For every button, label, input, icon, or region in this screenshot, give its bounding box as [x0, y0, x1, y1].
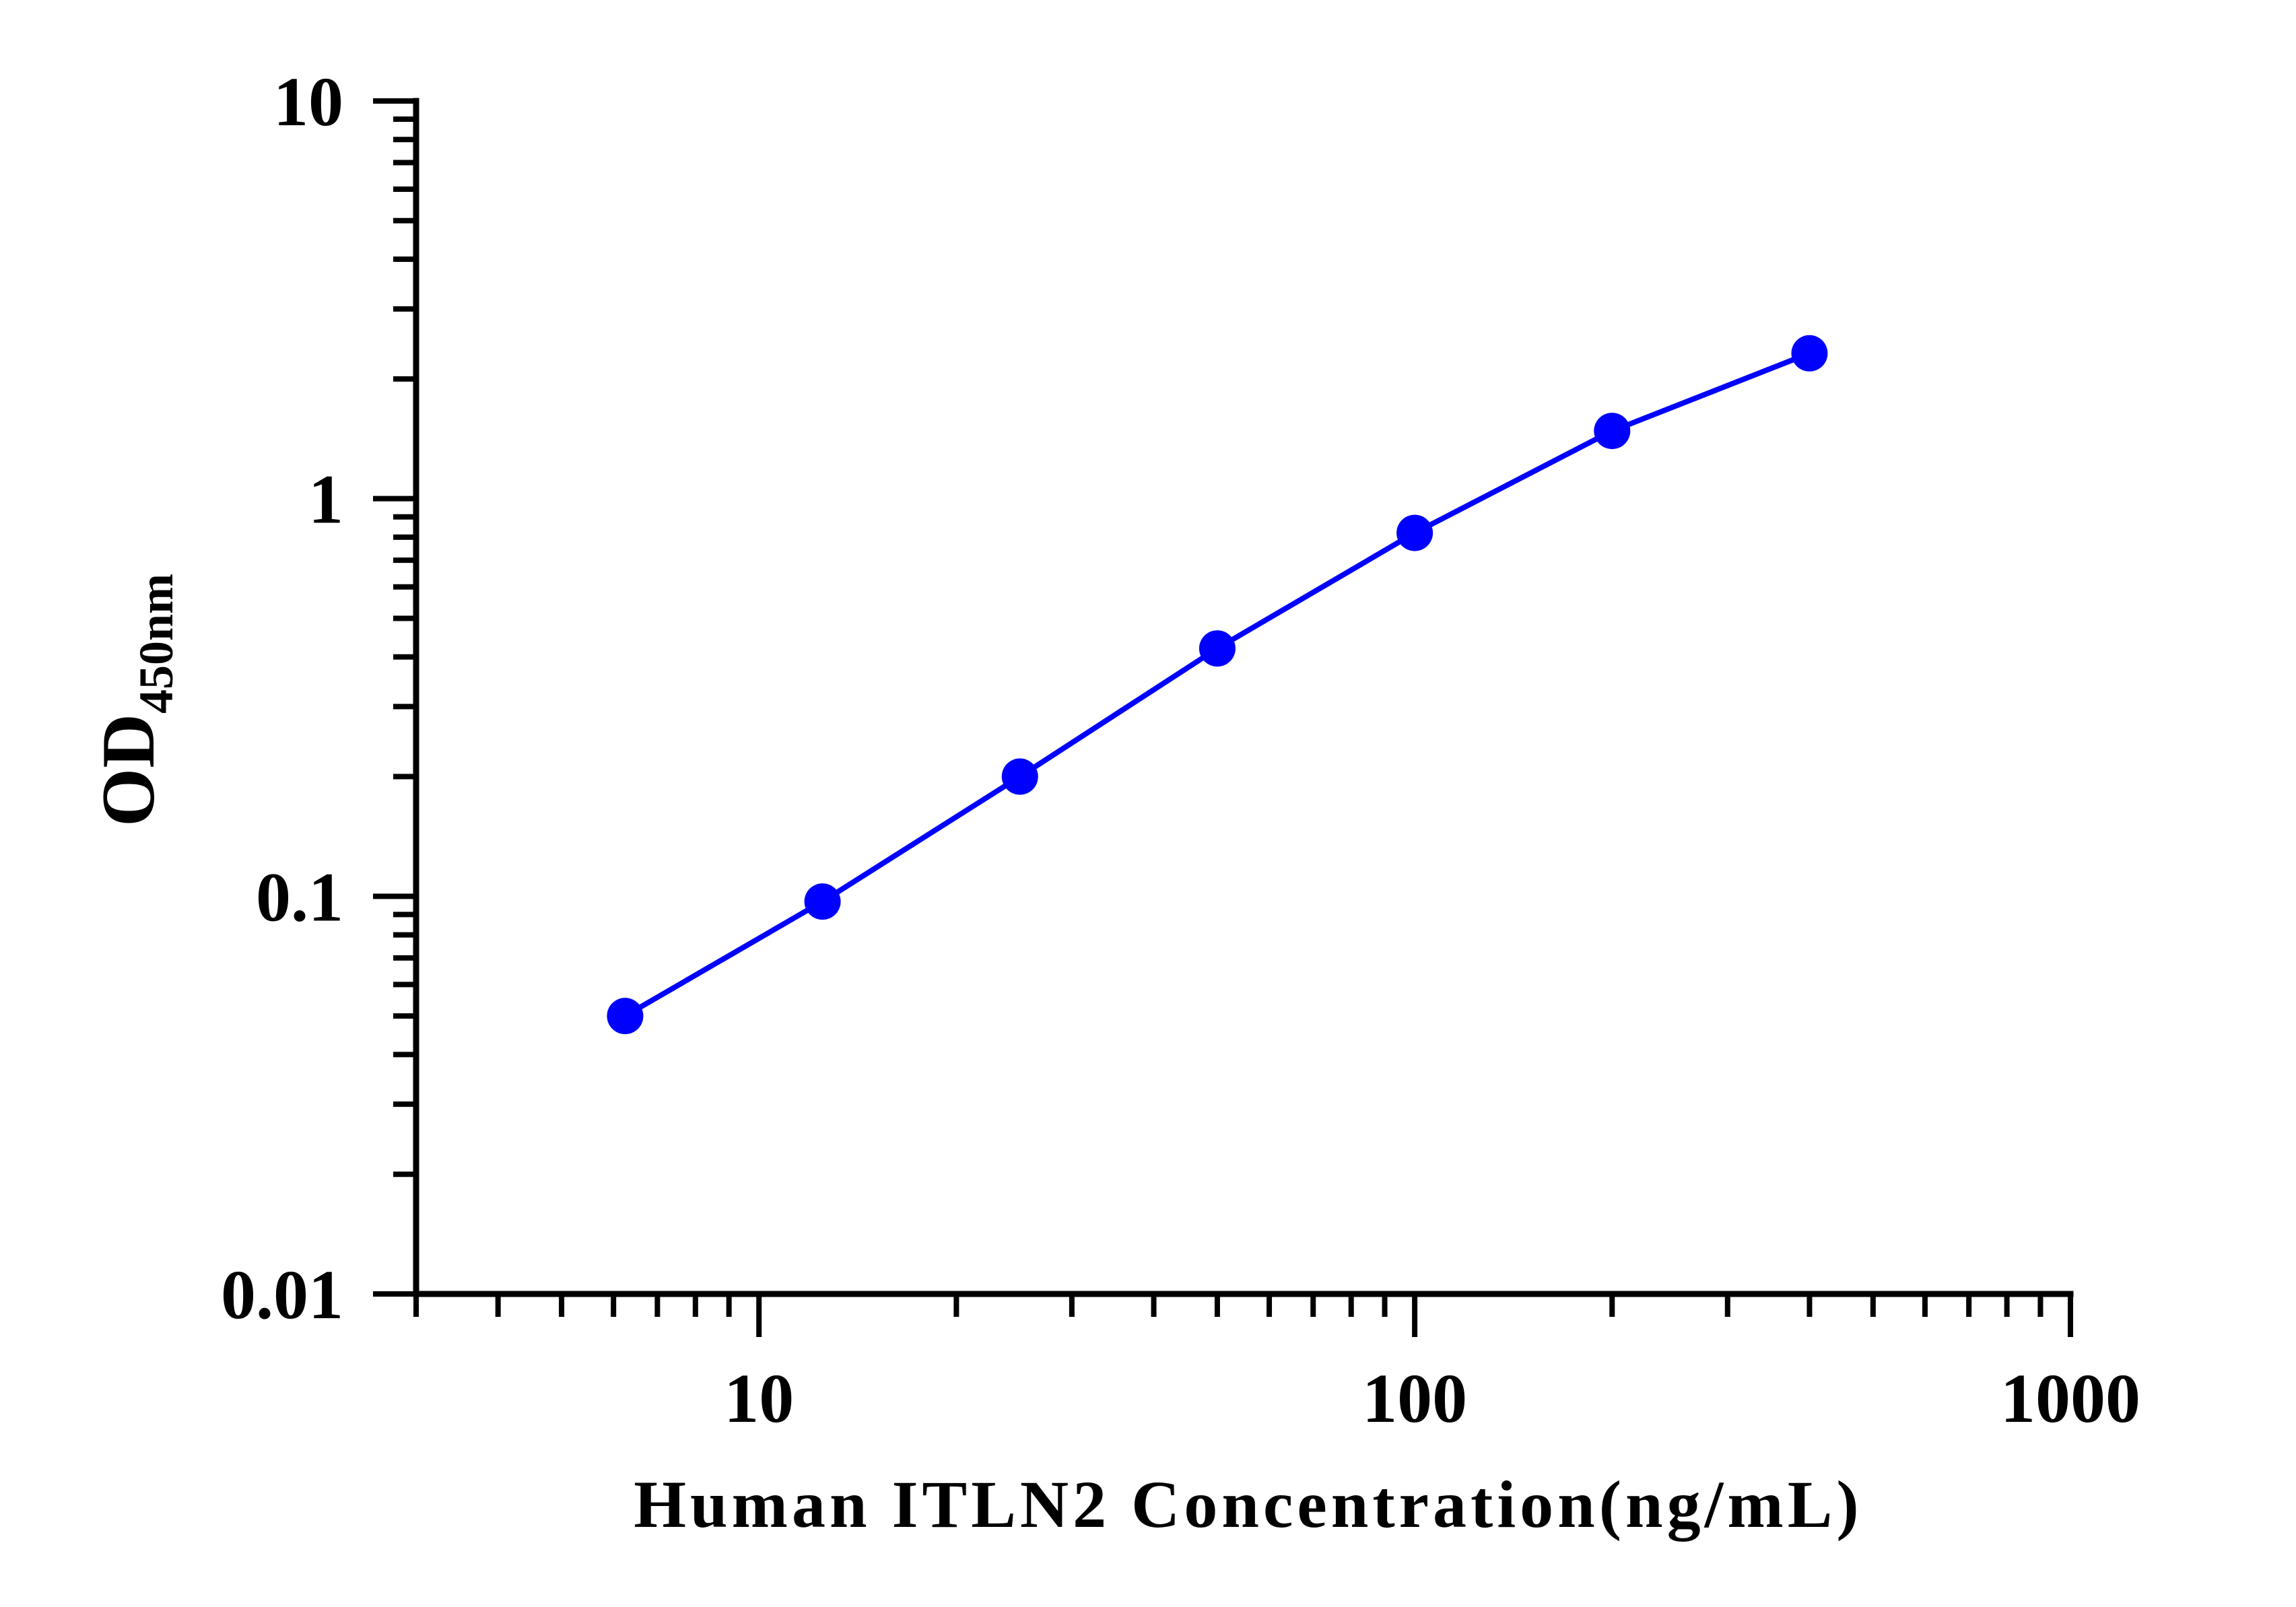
y-tick-label: 0.1: [256, 858, 343, 936]
x-axis-title: Human ITLN2 Concentration(ng/mL): [634, 1467, 1862, 1542]
data-point: [1791, 335, 1828, 372]
x-tick-label: 1000: [2000, 1360, 2140, 1437]
axes: 0.01 0.1 1 10 10 100 1000: [221, 63, 2140, 1437]
y-tick-label: 1: [308, 461, 343, 539]
y-axis-title-subscript: 450nm: [129, 574, 183, 714]
y-tick-label: 10: [273, 63, 343, 141]
data-point: [1001, 758, 1038, 795]
y-axis-title: OD450nm: [87, 574, 183, 827]
series-line: [623, 351, 1811, 1019]
data-point: [1594, 413, 1631, 450]
series-layer: [607, 335, 1828, 1035]
data-point: [607, 998, 644, 1035]
y-axis-title-main: OD: [87, 714, 170, 827]
x-tick-label: 10: [724, 1360, 794, 1437]
data-point: [1396, 514, 1433, 551]
x-tick-label: 100: [1362, 1360, 1467, 1437]
data-point: [1198, 630, 1236, 667]
y-tick-label: 0.01: [221, 1256, 343, 1334]
data-point: [804, 883, 841, 920]
